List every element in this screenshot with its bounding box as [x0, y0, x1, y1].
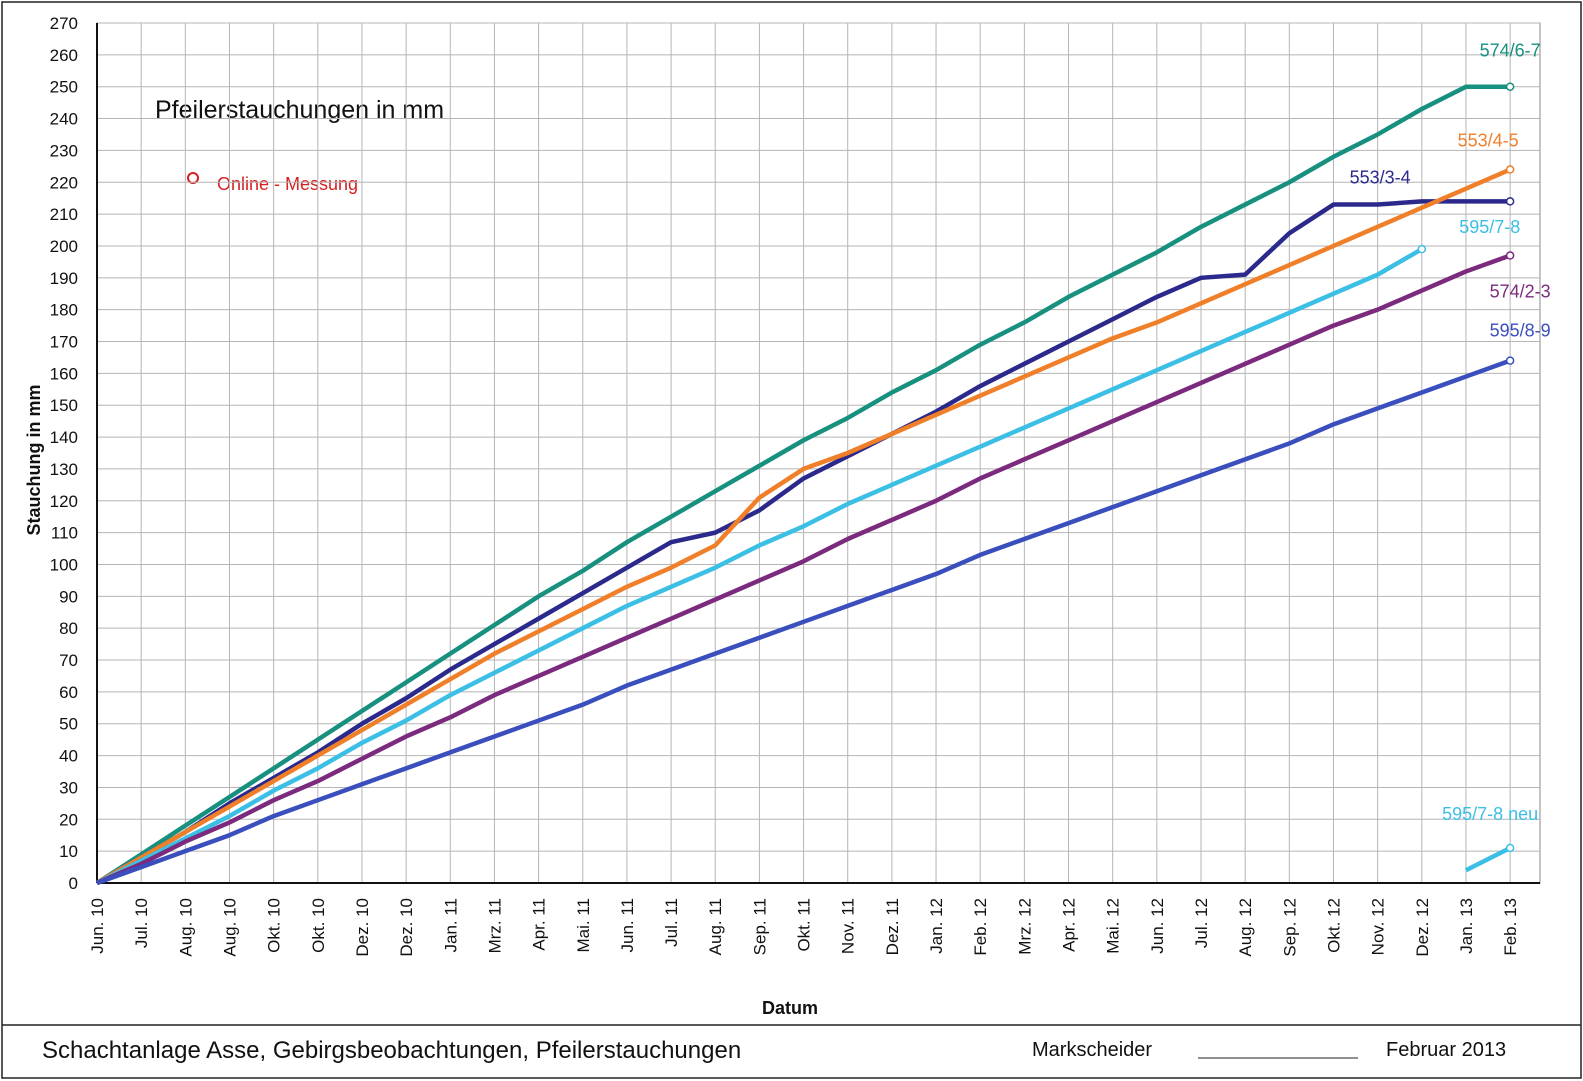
series-line	[95, 167, 1512, 885]
x-tick-label: Dez. 11	[883, 898, 902, 955]
series-line	[95, 247, 1423, 886]
series-label: 553/3-4	[1350, 167, 1411, 187]
y-tick-label: 30	[59, 778, 78, 797]
end-marker	[1505, 843, 1515, 853]
annotation-marker	[187, 172, 199, 184]
annotation: Online - Messung	[217, 174, 358, 194]
x-tick-label: Aug. 11	[706, 898, 725, 955]
y-tick-label: 120	[50, 492, 78, 511]
x-tick-label: Dez. 12	[1413, 898, 1432, 957]
series-label: 574/2-3	[1490, 282, 1551, 302]
y-tick-label: 220	[50, 173, 78, 192]
x-tick-label: Jun. 12	[1148, 898, 1167, 954]
y-axis-title: Stauchung in mm	[24, 384, 44, 535]
x-tick-label: Aug. 12	[1236, 898, 1255, 957]
series-line	[96, 253, 1511, 886]
y-tick-label: 240	[50, 110, 78, 129]
x-tick-label: Dez. 10	[397, 898, 416, 957]
y-tick-label: 10	[59, 842, 78, 861]
series-label: 574/6-7	[1480, 41, 1541, 61]
y-tick-label: 70	[59, 651, 78, 670]
y-tick-label: 210	[50, 205, 78, 224]
series-line	[95, 84, 1511, 885]
x-tick-label: Okt. 10	[265, 898, 284, 953]
y-tick-label: 80	[59, 619, 78, 638]
y-tick-label: 190	[50, 269, 78, 288]
x-tick-label: Jul. 11	[662, 898, 681, 947]
y-tick-label: 100	[50, 555, 78, 574]
x-tick-label: Sep. 12	[1280, 898, 1299, 957]
x-tick-label: Aug. 10	[176, 898, 195, 957]
series-label: 595/7-8	[1459, 217, 1520, 237]
end-marker	[1505, 197, 1515, 206]
series-label: 553/4-5	[1458, 131, 1519, 151]
y-tick-label: 40	[59, 747, 78, 766]
series-line	[96, 358, 1511, 886]
y-tick-label: 60	[59, 683, 78, 702]
y-tick-label: 110	[51, 524, 78, 543]
end-marker	[1505, 356, 1515, 365]
x-tick-label: Okt. 10	[309, 898, 328, 953]
series-line	[95, 199, 1511, 885]
y-tick-label: 130	[50, 460, 78, 479]
y-tick-label: 180	[50, 301, 78, 320]
y-tick-label: 200	[50, 237, 78, 256]
end-marker	[1505, 251, 1515, 260]
end-marker	[1505, 165, 1515, 174]
x-tick-label: Okt. 12	[1324, 898, 1343, 953]
x-tick-label: Jun. 11	[618, 898, 637, 953]
y-tick-label: 230	[50, 141, 78, 160]
x-tick-label: Dez. 10	[353, 898, 372, 957]
series-label: 595/8-9	[1490, 321, 1551, 341]
x-tick-label: Jun. 10	[88, 898, 107, 954]
x-tick-label: Nov. 12	[1369, 898, 1388, 955]
chart-title: Pfeilerstauchungen in mm	[155, 96, 444, 124]
y-tick-label: 270	[50, 14, 78, 33]
y-tick-label: 90	[59, 587, 78, 606]
x-tick-label: Mai. 12	[1104, 898, 1123, 954]
footer-date: Februar 2013	[1386, 1039, 1506, 1061]
x-tick-label: Feb. 13	[1501, 898, 1520, 956]
x-tick-label: Sep. 11	[750, 898, 769, 955]
y-tick-label: 150	[50, 396, 78, 415]
x-tick-label: Apr. 11	[530, 898, 549, 951]
x-tick-label: Jan. 12	[927, 898, 946, 954]
series-label: 595/7-8 neu	[1442, 804, 1538, 824]
y-tick-label: 0	[69, 874, 78, 893]
y-tick-label: 140	[50, 428, 78, 447]
x-tick-label: Jul. 12	[1192, 898, 1211, 948]
y-tick-label: 50	[59, 715, 78, 734]
x-tick-label: Jan. 13	[1457, 898, 1476, 954]
end-marker	[1417, 244, 1427, 254]
x-tick-label: Mrz. 12	[1015, 898, 1034, 955]
x-tick-label: Mai. 11	[574, 898, 593, 953]
x-tick-label: Mrz. 11	[485, 898, 504, 953]
footer-text: Schachtanlage Asse, Gebirgsbeobachtungen…	[42, 1037, 741, 1064]
y-tick-label: 170	[50, 333, 78, 352]
end-marker	[1505, 82, 1515, 91]
y-tick-label: 260	[50, 46, 78, 65]
x-tick-label: Feb. 12	[971, 898, 990, 956]
y-tick-label: 160	[50, 364, 78, 383]
x-tick-label: Apr. 12	[1060, 898, 1079, 952]
series-line	[1464, 845, 1512, 873]
x-tick-label: Nov. 11	[839, 898, 858, 954]
x-tick-label: Okt. 11	[795, 898, 814, 952]
x-tick-label: Jul. 10	[132, 898, 151, 948]
x-axis-title: Datum	[762, 998, 818, 1018]
signature-label: Markscheider	[1032, 1039, 1152, 1061]
y-tick-label: 20	[59, 810, 78, 829]
x-tick-label: Jan. 11	[441, 898, 460, 953]
y-tick-label: 250	[50, 78, 78, 97]
x-tick-label: Aug. 10	[220, 898, 239, 957]
